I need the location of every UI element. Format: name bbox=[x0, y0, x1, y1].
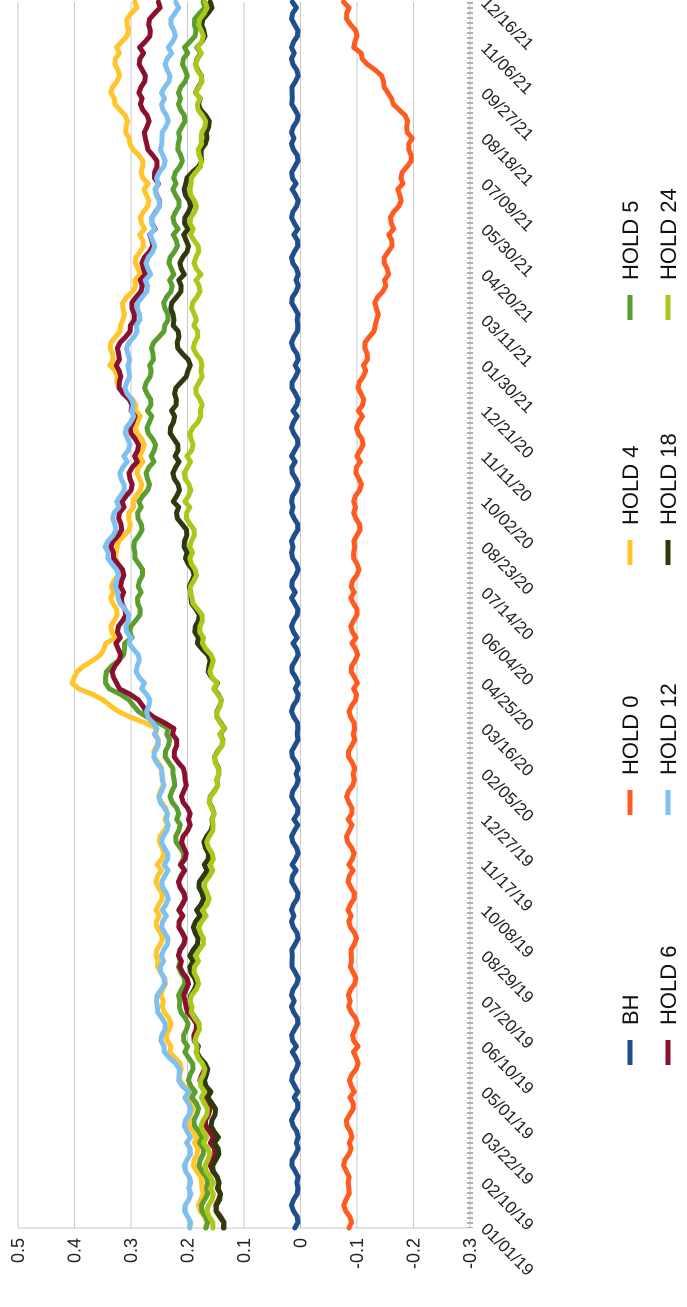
y-tick-label: -0.2 bbox=[404, 1238, 424, 1269]
legend-label: HOLD 12 bbox=[656, 683, 681, 775]
legend-label: HOLD 6 bbox=[656, 946, 681, 1025]
x-axis-ticks: 01/01/1902/10/1903/22/1905/01/1906/10/19… bbox=[477, 0, 537, 1280]
plot-border bbox=[18, 2, 473, 1229]
legend-label: HOLD 18 bbox=[656, 433, 681, 525]
grid-lines bbox=[17, 2, 471, 1228]
y-tick-label: 0.2 bbox=[178, 1238, 198, 1263]
y-tick-label: -0.1 bbox=[347, 1238, 367, 1269]
y-tick-label: 0.5 bbox=[8, 1238, 28, 1263]
legend: BH HOLD 6 HOLD 0 HOLD 12 HOLD 4 HOLD 18 HOLD 5… bbox=[618, 188, 681, 1065]
y-tick-label: 0.1 bbox=[234, 1238, 254, 1263]
y-tick-label: 0.3 bbox=[121, 1238, 141, 1263]
series-line-hold-4 bbox=[69, 0, 210, 1231]
y-tick-label: 0.4 bbox=[65, 1238, 85, 1263]
series-line-hold-12 bbox=[102, 0, 194, 1231]
legend-label: HOLD 24 bbox=[656, 188, 681, 280]
series-line-hold-5 bbox=[103, 0, 211, 1231]
y-tick-label: -0.3 bbox=[460, 1238, 480, 1269]
series-line-bh bbox=[289, 0, 301, 1231]
y-tick-label: 0 bbox=[291, 1238, 311, 1248]
series-line-hold-24 bbox=[181, 0, 227, 1231]
legend-label: HOLD 0 bbox=[618, 696, 643, 775]
series-lines bbox=[69, 0, 415, 1231]
legend-label: HOLD 4 bbox=[618, 446, 643, 525]
y-axis-ticks: 0.5 0.4 0.3 0.2 0.1 0 -0.1 -0.2 -0.3 bbox=[8, 1238, 480, 1269]
series-line-hold-0 bbox=[341, 0, 415, 1231]
legend-label: BH bbox=[618, 994, 643, 1025]
legend-label: HOLD 5 bbox=[618, 201, 643, 280]
